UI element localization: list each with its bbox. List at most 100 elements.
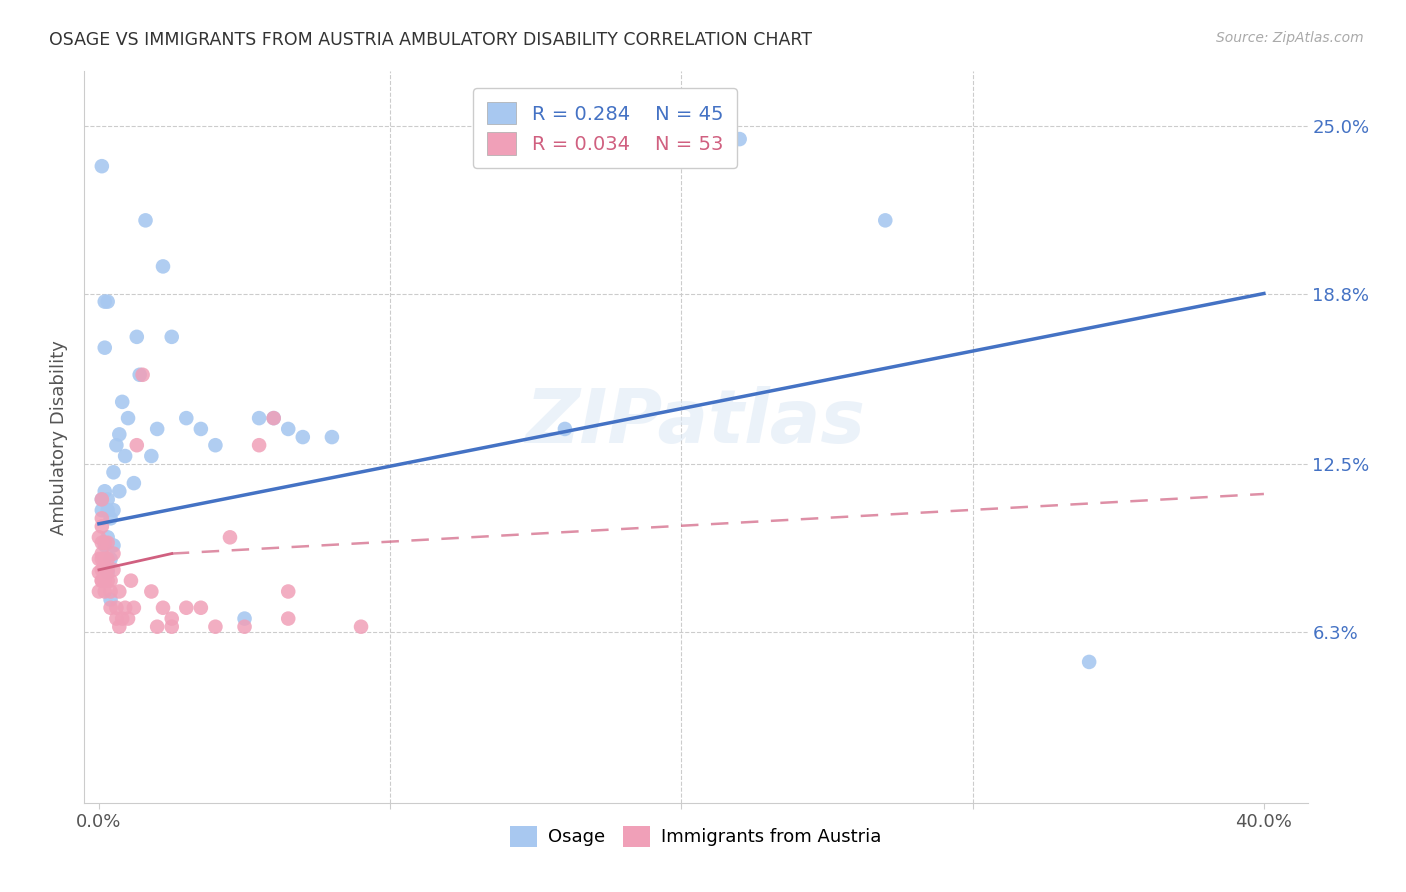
Point [97, 492, 120, 507]
Point [190, 600, 212, 615]
Point [554, 422, 576, 436]
Point [204, 438, 226, 452]
Point [117, 411, 139, 425]
Point [97, 563, 120, 577]
Point [114, 600, 136, 615]
Point [103, 465, 125, 479]
Point [160, 330, 183, 344]
Point [141, 584, 163, 599]
Point [111, 395, 134, 409]
Text: ZIPatlas: ZIPatlas [526, 386, 866, 459]
Point [125, 330, 148, 344]
Point [93, 574, 115, 588]
Point [160, 611, 183, 625]
Point [321, 430, 343, 444]
Point [141, 449, 163, 463]
Point [97, 503, 120, 517]
Point [90, 492, 112, 507]
Point [277, 611, 299, 625]
Point [120, 574, 142, 588]
Point [233, 611, 256, 625]
Point [87, 552, 110, 566]
Point [90, 503, 112, 517]
Point [204, 620, 226, 634]
Point [90, 563, 112, 577]
Point [90, 511, 112, 525]
Point [135, 213, 157, 227]
Point [93, 484, 115, 499]
Point [90, 492, 112, 507]
Point [263, 411, 285, 425]
Point [219, 530, 242, 544]
Point [90, 547, 112, 561]
Point [111, 611, 134, 625]
Point [90, 535, 112, 549]
Point [93, 563, 115, 577]
Point [122, 476, 145, 491]
Point [93, 584, 115, 599]
Point [97, 294, 120, 309]
Point [87, 566, 110, 580]
Point [90, 552, 112, 566]
Point [93, 341, 115, 355]
Point [152, 600, 174, 615]
Point [100, 574, 122, 588]
Point [93, 294, 115, 309]
Text: OSAGE VS IMMIGRANTS FROM AUSTRIA AMBULATORY DISABILITY CORRELATION CHART: OSAGE VS IMMIGRANTS FROM AUSTRIA AMBULAT… [49, 31, 813, 49]
Point [131, 368, 153, 382]
Point [103, 538, 125, 552]
Point [97, 530, 120, 544]
Point [97, 535, 120, 549]
Point [146, 620, 169, 634]
Point [174, 600, 197, 615]
Point [108, 427, 131, 442]
Point [100, 511, 122, 525]
Point [160, 620, 183, 634]
Point [117, 611, 139, 625]
Point [114, 449, 136, 463]
Point [728, 132, 751, 146]
Point [103, 563, 125, 577]
Point [247, 411, 270, 425]
Point [97, 566, 120, 580]
Point [97, 574, 120, 588]
Point [174, 411, 197, 425]
Point [105, 611, 128, 625]
Point [152, 260, 174, 274]
Point [277, 422, 299, 436]
Point [100, 552, 122, 566]
Point [105, 438, 128, 452]
Point [233, 620, 256, 634]
Point [263, 411, 285, 425]
Point [875, 213, 897, 227]
Point [97, 552, 120, 566]
Point [1078, 655, 1101, 669]
Point [93, 535, 115, 549]
Legend: Osage, Immigrants from Austria: Osage, Immigrants from Austria [502, 817, 890, 856]
Point [100, 600, 122, 615]
Point [103, 503, 125, 517]
Point [87, 530, 110, 544]
Y-axis label: Ambulatory Disability: Ambulatory Disability [51, 340, 69, 534]
Point [90, 519, 112, 533]
Point [108, 584, 131, 599]
Point [247, 438, 270, 452]
Point [87, 584, 110, 599]
Point [108, 484, 131, 499]
Point [291, 430, 314, 444]
Point [105, 600, 128, 615]
Point [100, 584, 122, 599]
Point [100, 592, 122, 607]
Point [146, 422, 169, 436]
Point [350, 620, 373, 634]
Point [90, 574, 112, 588]
Point [128, 368, 150, 382]
Point [90, 159, 112, 173]
Point [108, 620, 131, 634]
Text: Source: ZipAtlas.com: Source: ZipAtlas.com [1216, 31, 1364, 45]
Point [90, 574, 112, 588]
Point [103, 547, 125, 561]
Point [93, 552, 115, 566]
Point [277, 584, 299, 599]
Point [122, 600, 145, 615]
